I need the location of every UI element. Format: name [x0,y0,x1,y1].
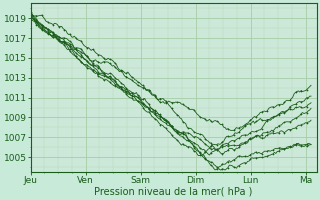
X-axis label: Pression niveau de la mer( hPa ): Pression niveau de la mer( hPa ) [94,187,253,197]
